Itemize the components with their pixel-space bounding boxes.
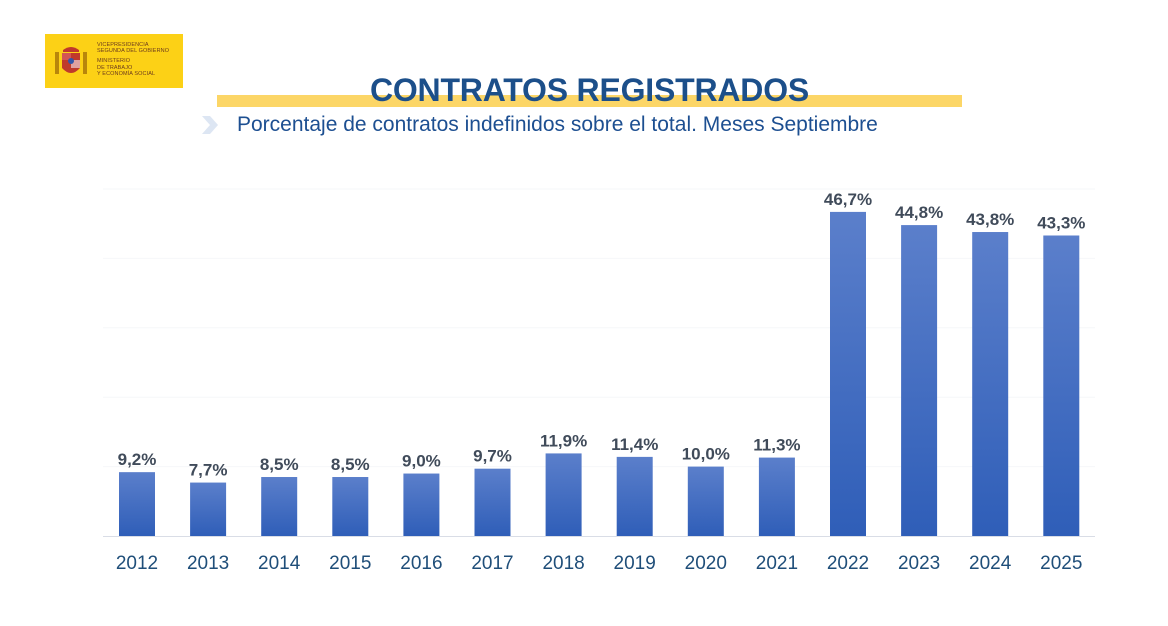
data-label-2023: 44,8% (895, 203, 943, 222)
x-tick-label-2020: 2020 (685, 553, 727, 574)
bar-2024 (972, 232, 1009, 536)
x-tick-label-2015: 2015 (329, 553, 371, 574)
data-label-2017: 9,7% (473, 447, 512, 466)
x-tick-label-2013: 2013 (187, 553, 229, 574)
data-label-2020: 10,0% (682, 445, 730, 464)
logo-line: Vicepresidencia (97, 42, 149, 48)
data-label-2018: 11,9% (540, 431, 587, 450)
logo-text: Vicepresidencia Segunda del Gobierno Min… (97, 42, 169, 77)
bar-2019 (616, 456, 653, 536)
x-tick-label-2023: 2023 (898, 553, 940, 574)
bar-2017 (474, 468, 511, 536)
data-label-2012: 9,2% (118, 450, 157, 469)
logo-line: Segunda del Gobierno (97, 48, 170, 55)
x-tick-label-2017: 2017 (471, 553, 513, 574)
x-tick-label-2019: 2019 (614, 553, 656, 574)
chart-subtitle: Porcentaje de contratos indefinidos sobr… (237, 113, 878, 136)
data-label-2022: 46,7% (824, 190, 872, 209)
bar-2014 (261, 477, 298, 536)
bar-2016 (403, 473, 440, 536)
chevron-right-icon (202, 116, 218, 134)
data-label-2024: 43,8% (966, 210, 1014, 229)
data-label-2025: 43,3% (1037, 213, 1085, 232)
x-tick-label-2022: 2022 (827, 553, 869, 574)
bar-2018 (545, 453, 582, 536)
data-label-2014: 8,5% (260, 455, 299, 474)
bar-2013 (190, 482, 227, 536)
logo-line: de Trabajo (97, 64, 133, 71)
bar-2021 (758, 457, 795, 536)
bar-2023 (901, 225, 938, 536)
data-label-2013: 7,7% (189, 461, 228, 480)
data-label-2019: 11,4% (611, 435, 658, 454)
x-tick-label-2014: 2014 (258, 553, 301, 574)
bar-2025 (1043, 235, 1080, 537)
x-tick-label-2024: 2024 (969, 553, 1012, 574)
coat-of-arms-icon (55, 47, 87, 74)
ministry-logo: Vicepresidencia Segunda del Gobierno Min… (45, 34, 183, 88)
bar-2022 (830, 211, 866, 537)
chart-title: CONTRATOS REGISTRADOS (369, 72, 810, 108)
logo-line: y Economía Social (97, 70, 156, 77)
bar-2012 (119, 472, 155, 536)
x-tick-label-2021: 2021 (756, 553, 798, 574)
bar-2020 (687, 466, 724, 536)
data-label-2021: 11,3% (753, 436, 800, 455)
x-tick-label-2025: 2025 (1040, 553, 1082, 574)
data-label-2016: 9,0% (402, 452, 441, 471)
bar-2015 (332, 477, 369, 536)
data-label-2015: 8,5% (331, 455, 370, 474)
logo-line: Ministerio (97, 58, 131, 65)
x-tick-label-2018: 2018 (542, 553, 584, 574)
x-tick-label-2012: 2012 (116, 553, 158, 574)
x-tick-label-2016: 2016 (400, 553, 442, 574)
title-highlight-band (217, 95, 962, 107)
